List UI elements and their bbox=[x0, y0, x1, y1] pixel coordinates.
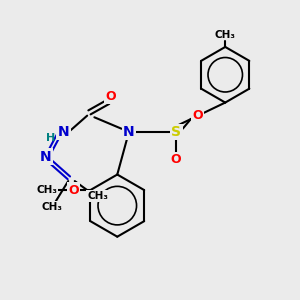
Text: O: O bbox=[171, 153, 181, 166]
Text: CH₃: CH₃ bbox=[215, 29, 236, 40]
Text: CH₃: CH₃ bbox=[87, 191, 108, 201]
Text: N: N bbox=[123, 125, 134, 139]
Text: S: S bbox=[171, 125, 181, 139]
Text: CH₃: CH₃ bbox=[36, 185, 57, 195]
Text: H: H bbox=[46, 133, 56, 143]
Text: O: O bbox=[68, 184, 79, 196]
Text: N: N bbox=[58, 125, 69, 139]
Text: O: O bbox=[105, 89, 116, 103]
Text: N: N bbox=[40, 149, 51, 164]
Text: O: O bbox=[192, 109, 203, 122]
Text: CH₃: CH₃ bbox=[41, 202, 62, 212]
